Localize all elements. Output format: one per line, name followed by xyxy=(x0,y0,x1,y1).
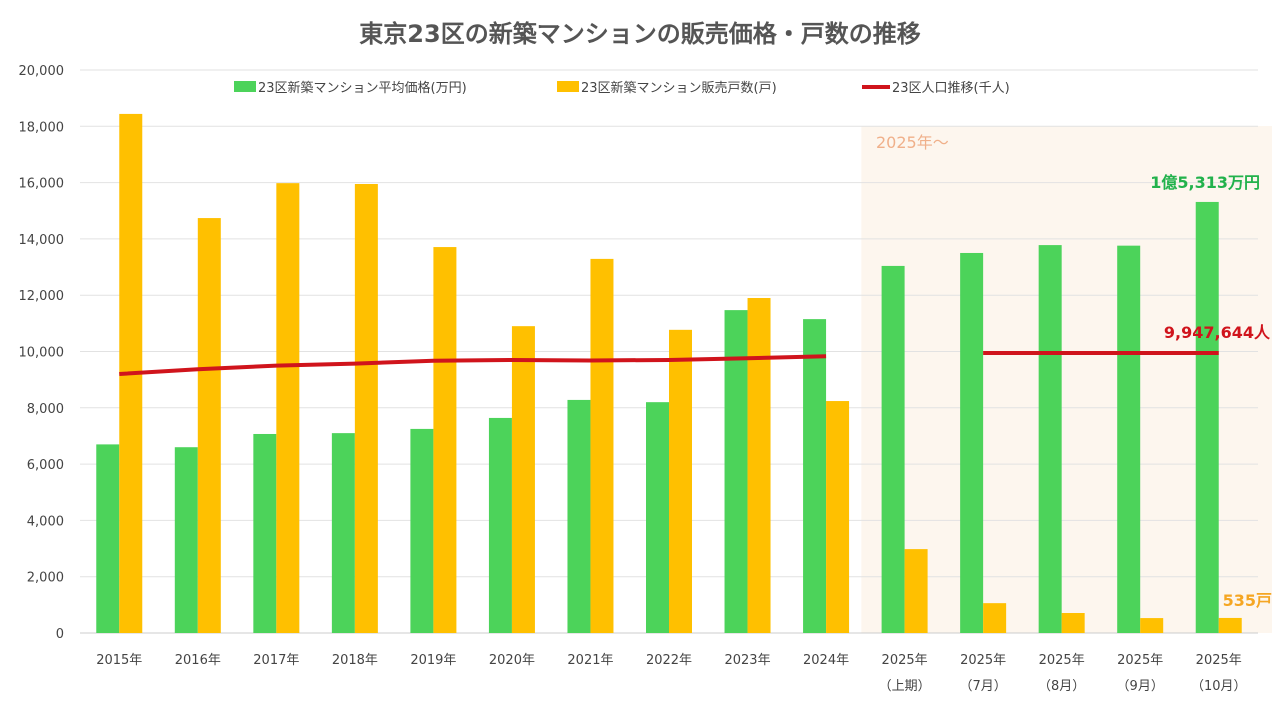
legend-swatch xyxy=(557,81,579,92)
units-bar xyxy=(904,549,928,633)
price-annotation: 1億5,313万円 xyxy=(1150,173,1260,192)
y-tick-label: 10,000 xyxy=(19,346,65,361)
units-bar xyxy=(1218,617,1242,633)
price-bar xyxy=(174,447,198,633)
price-bar xyxy=(1038,245,1062,633)
units-bar xyxy=(433,247,457,633)
legend-label: 23区新築マンション平均価格(万円) xyxy=(258,80,467,96)
x-tick-label: 2017年 xyxy=(253,653,299,668)
x-tick-sublabel: （10月） xyxy=(1191,679,1247,694)
price-bar xyxy=(724,310,748,633)
units-annotation: 535戸 xyxy=(1223,591,1272,610)
y-tick-label: 0 xyxy=(56,627,64,642)
units-bar xyxy=(826,401,850,633)
price-bar xyxy=(646,402,669,633)
units-bar xyxy=(1140,618,1164,633)
y-tick-label: 2,000 xyxy=(27,571,64,586)
price-bar xyxy=(253,433,277,633)
y-tick-label: 18,000 xyxy=(19,120,65,135)
y-tick-label: 14,000 xyxy=(19,233,65,248)
x-tick-label: 2020年 xyxy=(489,653,535,668)
x-tick-label: 2025年 xyxy=(1039,653,1085,668)
x-tick-sublabel: （9月） xyxy=(1117,679,1164,694)
price-bar xyxy=(96,444,120,633)
x-tick-label: 2025年 xyxy=(960,653,1006,668)
price-bar xyxy=(567,399,591,633)
population-line xyxy=(119,354,827,377)
legend-swatch xyxy=(234,81,256,92)
units-bar xyxy=(669,329,692,633)
units-bar xyxy=(276,183,300,633)
units-bar xyxy=(1061,613,1085,633)
y-tick-label: 4,000 xyxy=(27,514,64,529)
units-bar xyxy=(197,218,221,633)
price-bar xyxy=(1195,201,1219,633)
x-tick-sublabel: （上期） xyxy=(879,679,931,694)
price-bar xyxy=(331,433,355,633)
legend-label: 23区新築マンション販売戸数(戸) xyxy=(581,80,777,96)
legend: 23区新築マンション平均価格(万円) 23区新築マンション販売戸数(戸) 23区人口… xyxy=(234,80,1010,96)
x-tick-label: 2016年 xyxy=(175,653,221,668)
x-tick-label: 2018年 xyxy=(332,653,378,668)
price-bar xyxy=(1117,245,1141,633)
x-tick-label: 2025年 xyxy=(1196,653,1242,668)
x-tick-label: 2019年 xyxy=(410,653,456,668)
units-bar xyxy=(983,603,1007,633)
units-bar xyxy=(747,298,771,633)
x-tick-label: 2025年 xyxy=(1117,653,1163,668)
price-bar xyxy=(960,252,984,633)
chart-title: 東京23区の新築マンションの販売価格・戸数の推移 xyxy=(359,20,920,48)
units-bar xyxy=(590,258,614,633)
units-bar xyxy=(354,184,378,633)
y-tick-label: 20,000 xyxy=(19,64,65,79)
region-label: 2025年〜 xyxy=(876,133,949,152)
legend-label: 23区人口推移(千人) xyxy=(892,81,1010,96)
y-tick-label: 12,000 xyxy=(19,289,65,304)
x-tick-sublabel: （8月） xyxy=(1038,679,1085,694)
x-tick-label: 2023年 xyxy=(724,653,770,668)
price-bar xyxy=(488,417,512,633)
x-tick-label: 2022年 xyxy=(646,653,692,668)
x-tick-label: 2025年 xyxy=(882,653,928,668)
y-tick-label: 8,000 xyxy=(27,402,64,417)
price-bar xyxy=(881,265,905,633)
population-annotation: 9,947,644人 xyxy=(1164,323,1271,342)
x-tick-label: 2021年 xyxy=(567,653,613,668)
price-bar xyxy=(410,428,434,633)
x-tick-label: 2024年 xyxy=(803,653,849,668)
price-bar xyxy=(803,319,827,633)
y-tick-label: 6,000 xyxy=(27,458,64,473)
x-tick-sublabel: （7月） xyxy=(959,679,1006,694)
x-tick-label: 2015年 xyxy=(96,653,142,668)
units-bar xyxy=(511,326,535,633)
y-tick-label: 16,000 xyxy=(19,177,65,192)
